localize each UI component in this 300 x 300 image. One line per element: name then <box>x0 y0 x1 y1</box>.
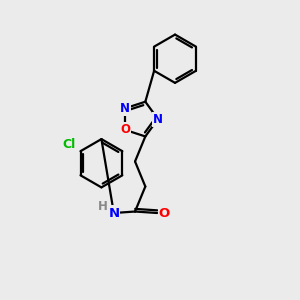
Text: O: O <box>120 123 130 136</box>
Text: O: O <box>159 206 170 220</box>
Text: N: N <box>120 102 130 115</box>
Text: N: N <box>153 112 163 126</box>
Text: N: N <box>108 206 119 220</box>
Text: Cl: Cl <box>62 138 76 151</box>
Text: H: H <box>98 200 108 213</box>
